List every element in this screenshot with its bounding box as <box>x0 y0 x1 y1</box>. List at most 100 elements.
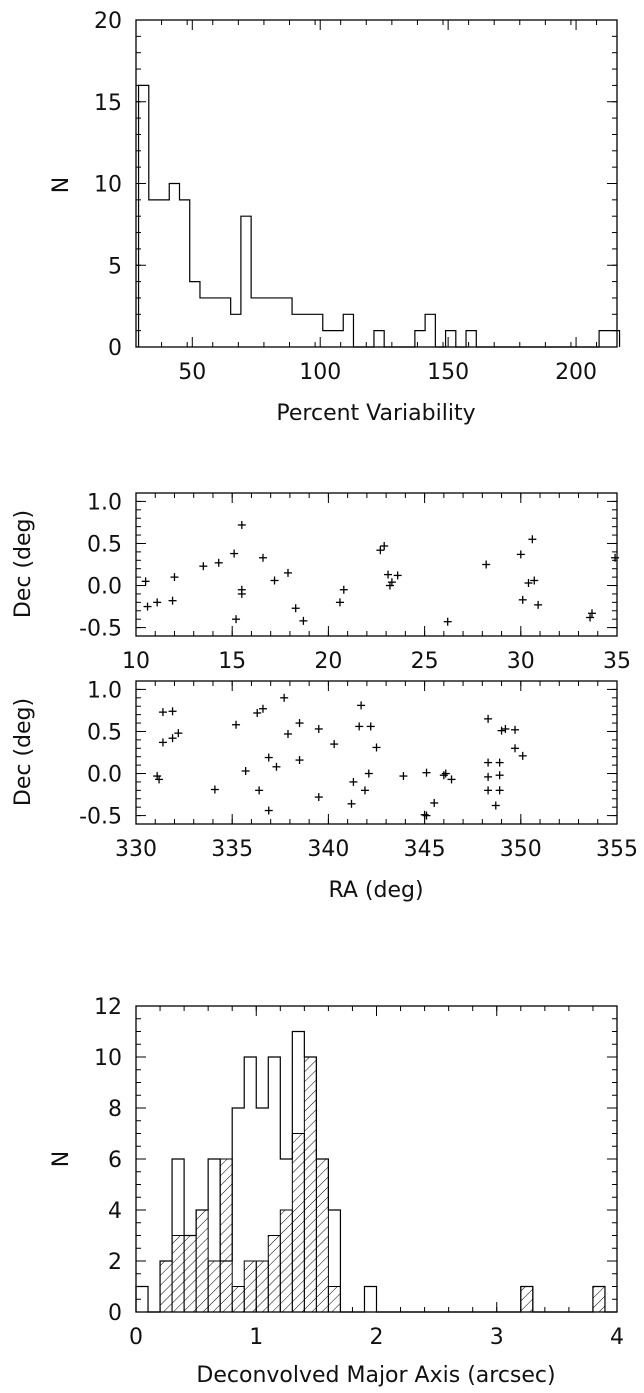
data-point-plus <box>501 724 510 733</box>
data-point-plus <box>155 775 164 784</box>
data-point-plus <box>384 570 393 579</box>
data-point-plus <box>372 743 381 752</box>
data-point-plus <box>518 595 527 604</box>
data-point-plus <box>422 811 431 820</box>
x-tick-label: 200 <box>555 360 597 385</box>
data-point-plus <box>339 585 348 594</box>
data-point-plus <box>280 693 289 702</box>
hatched-bar <box>195 1209 209 1313</box>
data-point-plus <box>586 613 595 622</box>
hatched-bar <box>159 1260 173 1313</box>
data-point-plus <box>355 722 364 731</box>
data-point-plus <box>380 541 389 550</box>
y-tick-label: 1.0 <box>87 490 122 515</box>
y-tick-label: 0.5 <box>87 720 122 745</box>
data-point-plus <box>153 598 162 607</box>
data-point-plus <box>399 772 408 781</box>
data-point-plus <box>314 724 323 733</box>
data-point-plus <box>484 714 493 723</box>
data-point-plus <box>168 734 177 743</box>
data-point-plus <box>270 576 279 585</box>
hatched-bar <box>279 1209 293 1313</box>
data-point-plus <box>272 762 281 771</box>
x-tick-label: 330 <box>115 837 157 862</box>
x-tick-label: 335 <box>211 837 253 862</box>
data-point-plus <box>447 775 456 784</box>
data-point-plus <box>484 772 493 781</box>
data-point-plus <box>199 562 208 571</box>
data-point-plus <box>230 549 239 558</box>
x-tick-label: 0 <box>129 1325 143 1350</box>
upper-scatter-axes-frame <box>135 492 618 637</box>
hatched-bar <box>255 1260 269 1313</box>
data-point-plus <box>158 738 167 747</box>
data-point-plus <box>295 756 304 765</box>
x-tick-label: 345 <box>404 837 446 862</box>
x-tick-label: 2 <box>370 1325 384 1350</box>
hatched-bar <box>207 1260 221 1313</box>
data-point-plus <box>495 771 504 780</box>
data-point-plus <box>484 786 493 795</box>
y-tick-label: 2 <box>108 1250 122 1275</box>
data-point-plus <box>168 596 177 605</box>
data-point-plus <box>587 609 596 618</box>
x-tick-label: 3 <box>490 1325 504 1350</box>
data-point-plus <box>258 704 267 713</box>
data-point-plus <box>158 708 167 717</box>
major-axis-y-axis-label: N <box>49 1151 74 1167</box>
data-point-plus <box>264 806 273 815</box>
data-point-plus <box>357 701 366 710</box>
hatched-bar <box>592 1286 606 1313</box>
data-point-plus <box>385 581 394 590</box>
y-tick-label: 6 <box>108 1148 122 1173</box>
x-tick-label: 1 <box>249 1325 263 1350</box>
data-point-plus <box>393 571 402 580</box>
data-point-plus <box>170 573 179 582</box>
data-point-plus <box>430 798 439 807</box>
variability-ticks: 50 100 150 200 0 5 10 15 20 <box>94 9 617 385</box>
data-point-plus <box>441 769 450 778</box>
y-tick-label: 0.0 <box>87 575 122 600</box>
hatched-bar <box>327 1286 341 1313</box>
data-point-plus <box>516 550 525 559</box>
data-point-plus <box>153 772 162 781</box>
y-tick-label: -0.5 <box>79 805 122 830</box>
data-point-plus <box>376 546 385 555</box>
data-point-plus <box>232 615 241 624</box>
data-point-plus <box>443 617 452 626</box>
y-tick-label: 20 <box>94 9 122 34</box>
variability-y-axis-label: N <box>49 177 74 193</box>
data-point-plus <box>295 719 304 728</box>
upper-scatter-points <box>141 520 620 626</box>
hatched-bar <box>267 1235 281 1313</box>
lower-scatter-points <box>153 693 527 820</box>
x-tick-label: 100 <box>299 360 341 385</box>
data-point-plus <box>241 767 250 776</box>
lower-scatter-x-axis-label: RA (deg) <box>328 878 423 903</box>
lower-scatter-axes-frame <box>135 680 618 825</box>
data-point-plus <box>283 568 292 577</box>
x-tick-label: 25 <box>411 649 439 674</box>
y-tick-label: 5 <box>108 254 122 279</box>
dec-ra-scatter-lower: 330 335 340 345 350 355 -0.5 0.0 0.5 1.0 RA (deg)… <box>11 678 638 903</box>
data-point-plus <box>232 720 241 729</box>
x-tick-label: 340 <box>307 837 349 862</box>
y-tick-label: 10 <box>94 1046 122 1071</box>
data-point-plus <box>210 785 219 794</box>
data-point-plus <box>439 771 448 780</box>
data-point-plus <box>364 769 373 778</box>
data-point-plus <box>335 598 344 607</box>
y-tick-label: 1.0 <box>87 678 122 703</box>
data-point-plus <box>314 793 323 802</box>
y-tick-label: 4 <box>108 1199 122 1224</box>
data-point-plus <box>518 751 527 760</box>
data-point-plus <box>214 558 223 567</box>
hatched-bar <box>303 1056 317 1313</box>
lower-scatter-ticks: 330 335 340 345 350 355 -0.5 0.0 0.5 1.0 <box>79 678 638 862</box>
y-tick-label: 15 <box>94 91 122 116</box>
data-point-plus <box>299 616 308 625</box>
